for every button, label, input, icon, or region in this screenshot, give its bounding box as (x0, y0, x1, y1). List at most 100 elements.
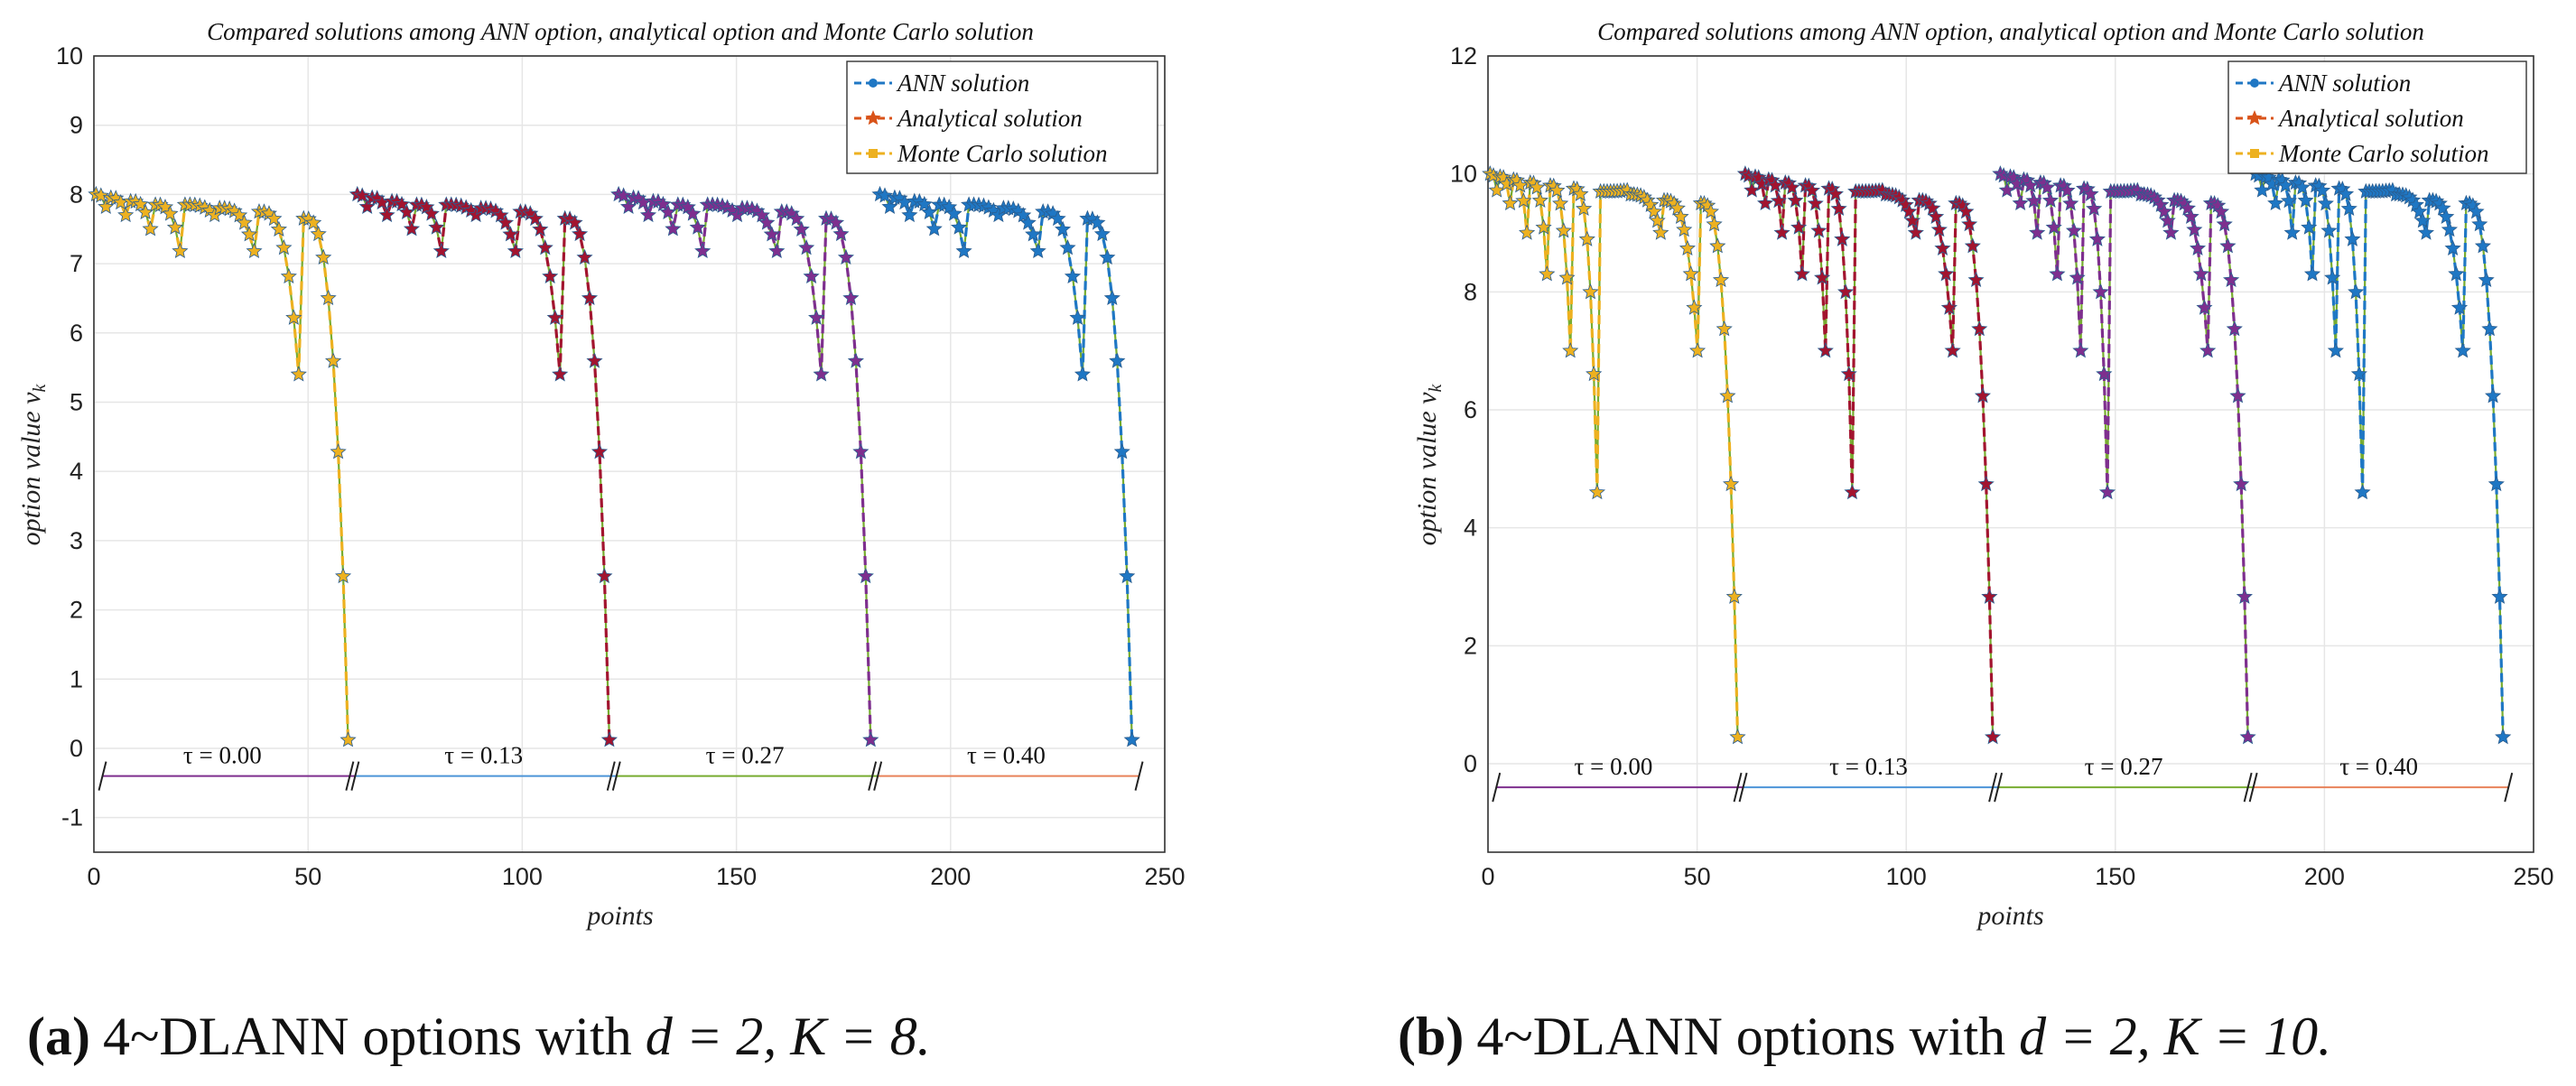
data-point-a (270, 220, 287, 237)
data-point-b (1652, 224, 1669, 240)
data-point-a (586, 352, 603, 368)
data-point-b (1572, 185, 1589, 201)
data-point-b (1488, 181, 1505, 198)
x-axis-label-a: points (585, 901, 653, 931)
data-point-b (1834, 230, 1851, 246)
chart-title-a: Compared solutions among ANN option, ana… (207, 18, 1034, 45)
data-point-b (2216, 216, 2233, 232)
data-point-a (546, 309, 563, 325)
data-point-b (1757, 194, 1774, 211)
data-point-b (2096, 365, 2113, 382)
data-point-b (2223, 271, 2240, 288)
data-point-a (236, 214, 253, 230)
data-point-b (1555, 222, 1572, 238)
tau-break-mark-a (1134, 761, 1144, 791)
data-point-b (2212, 203, 2230, 219)
data-point-a (847, 352, 864, 368)
data-point-b (2239, 729, 2256, 745)
data-point-a (1049, 209, 1066, 227)
data-point-a (1074, 366, 1091, 382)
data-point-a (1025, 226, 1042, 242)
data-point-b (1706, 216, 1723, 232)
data-point-b (1977, 475, 1995, 492)
data-point-b (1807, 195, 1824, 211)
data-point-b (2082, 185, 2099, 201)
legend-label-a: Analytical solution (896, 105, 1083, 132)
x-tick-label-b: 50 (1684, 863, 1711, 890)
data-point-b (1719, 387, 1736, 404)
data-point-b (1930, 221, 1948, 237)
data-point-a (955, 242, 972, 259)
data-point-a (1113, 443, 1130, 459)
data-point-b (2478, 271, 2495, 288)
tau-break-mark-b (2248, 772, 2258, 803)
data-point-b (1552, 195, 1569, 211)
tau-label-a: τ = 0.27 (706, 742, 785, 769)
data-point-a (1109, 352, 1126, 368)
y-axis-label-a: option value vk (16, 383, 50, 545)
data-point-b (2327, 342, 2345, 358)
data-point-b (1967, 271, 1985, 288)
data-point-b (2283, 224, 2301, 240)
tau-break-mark-a (873, 761, 883, 791)
data-point-b (1729, 729, 1746, 745)
data-point-a (665, 220, 682, 237)
data-point-a (763, 226, 780, 242)
data-point-b (1676, 221, 1693, 237)
data-point-b (1814, 269, 1831, 285)
data-point-b (1971, 320, 1988, 337)
data-point-a (576, 248, 593, 265)
data-point-b (1558, 269, 1576, 285)
data-point-b (1961, 216, 1978, 232)
data-point-b (1793, 265, 1810, 282)
data-point-b (2086, 200, 2103, 217)
data-point-a (354, 187, 371, 203)
data-point-a (1089, 214, 1106, 230)
data-point-b (1974, 387, 1991, 404)
data-point-a (600, 731, 618, 747)
data-point-b (2092, 283, 2109, 300)
data-point-a (758, 214, 776, 230)
data-point-b (1723, 475, 1740, 492)
tau-break-mark-b (2243, 772, 2253, 803)
data-point-b (2233, 475, 2250, 492)
tau-break-mark-b (1738, 772, 1748, 803)
y-tick-label-a: 5 (70, 388, 83, 415)
tau-label-a: τ = 0.13 (444, 742, 523, 769)
data-point-a (315, 248, 332, 265)
data-point-a (842, 289, 860, 306)
data-point-b (1712, 271, 1730, 288)
data-point-a (166, 218, 183, 235)
data-point-b (2474, 237, 2491, 254)
data-point-b (2072, 342, 2089, 358)
data-point-b (2340, 200, 2357, 217)
data-point-a (310, 225, 327, 242)
data-point-a (862, 731, 879, 747)
data-point-b (1998, 181, 2015, 198)
data-point-b (1539, 265, 1556, 282)
data-point-b (2417, 224, 2434, 240)
tau-break-mark-a (350, 761, 360, 791)
data-point-a (1019, 214, 1037, 230)
chart-title-b: Compared solutions among ANN option, ana… (1597, 18, 2424, 45)
data-point-b (2236, 588, 2253, 604)
data-point-a (428, 218, 445, 235)
data-point-b (1535, 218, 1552, 235)
data-point-a (285, 309, 302, 325)
data-point-a (275, 239, 293, 255)
legend-marker-circle-b (2250, 79, 2259, 88)
legend-box-b (2227, 60, 2527, 174)
y-tick-label-a: 6 (70, 320, 83, 347)
data-point-a (694, 242, 711, 259)
data-point-a (320, 289, 337, 306)
data-point-b (2491, 588, 2508, 604)
data-point-b (2324, 269, 2341, 285)
data-point-a (788, 209, 805, 227)
y-tick-label-a: 4 (70, 458, 83, 485)
data-point-b (1649, 212, 1666, 228)
data-point-b (2354, 483, 2371, 500)
data-point-b (2098, 483, 2116, 500)
data-point-b (2450, 299, 2469, 315)
data-point-a (241, 226, 258, 242)
